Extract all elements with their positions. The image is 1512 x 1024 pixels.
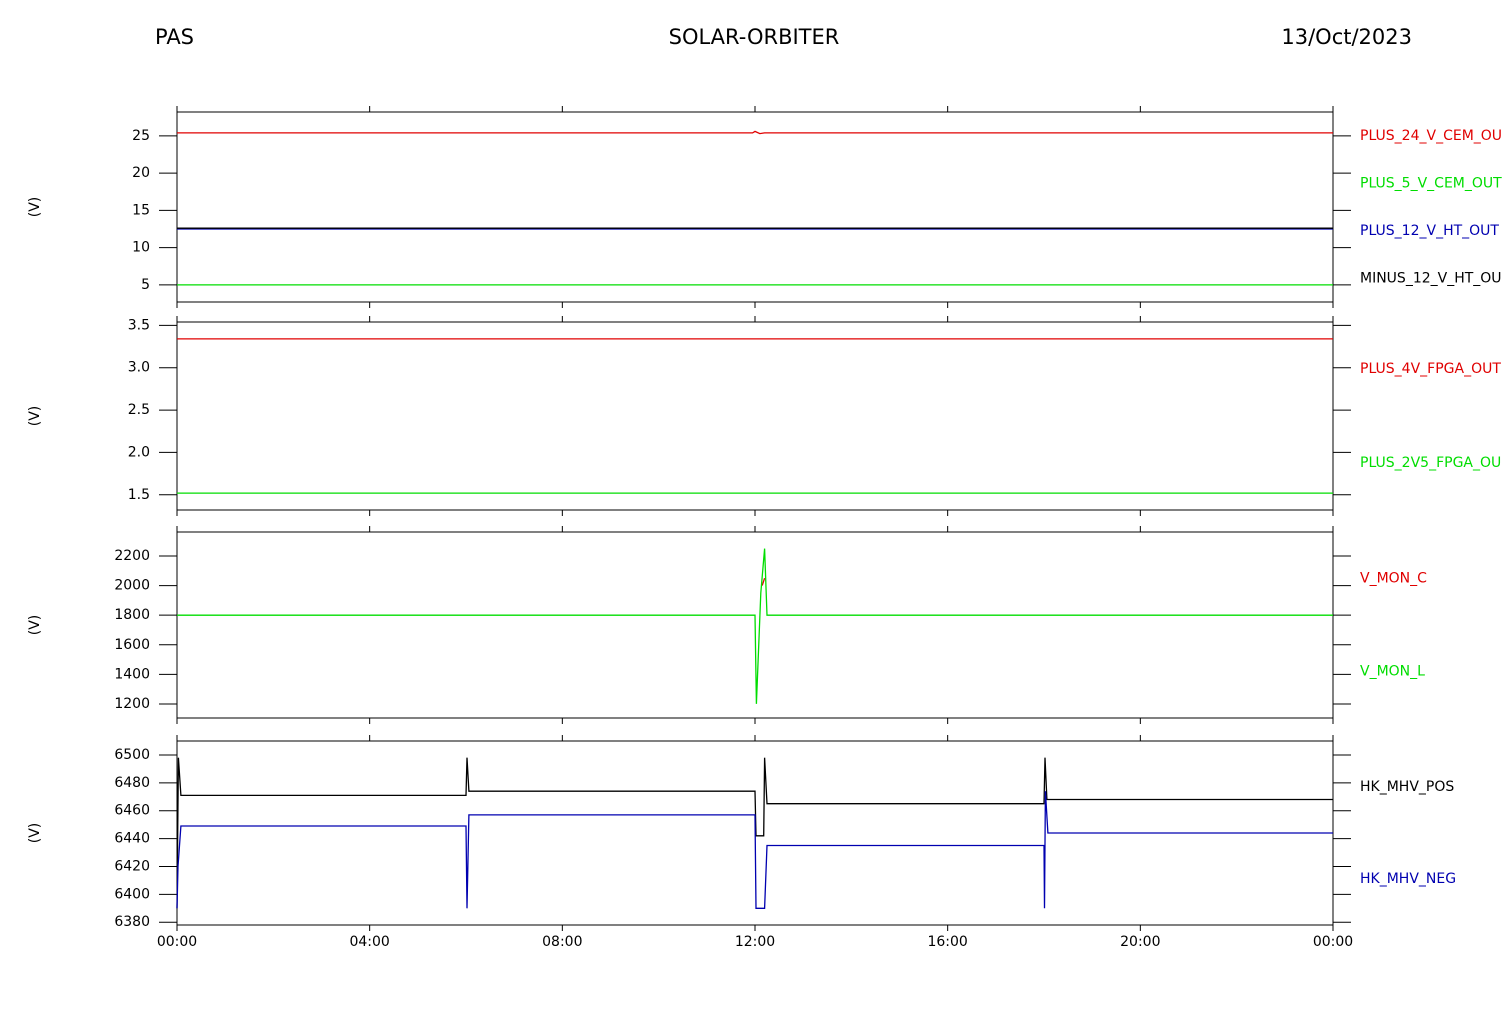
y-tick-label: 2.5 xyxy=(128,402,150,418)
y-axis-label: (V) xyxy=(27,197,43,218)
y-tick-label: 1.5 xyxy=(128,487,150,503)
x-tick-label: 08:00 xyxy=(542,934,582,950)
x-tick-label: 00:00 xyxy=(157,934,197,950)
y-tick-label: 15 xyxy=(132,202,150,218)
y-tick-label: 20 xyxy=(132,165,150,181)
y-tick-label: 10 xyxy=(132,240,150,256)
y-tick-label: 2200 xyxy=(114,548,150,564)
legend-label: V_MON_L xyxy=(1360,664,1425,680)
y-tick-label: 6500 xyxy=(114,747,150,763)
y-tick-label: 6480 xyxy=(114,775,150,791)
x-tick-label: 16:00 xyxy=(927,934,967,950)
series-line xyxy=(177,130,1333,135)
y-tick-label: 1400 xyxy=(114,666,150,682)
y-tick-label: 1200 xyxy=(114,696,150,712)
x-tick-label: 04:00 xyxy=(349,934,389,950)
legend-label: PLUS_12_V_HT_OUT xyxy=(1360,223,1499,239)
legend-label: PLUS_24_V_CEM_OU xyxy=(1360,128,1502,144)
plot-frame xyxy=(176,321,1334,511)
y-tick-label: 25 xyxy=(132,128,150,144)
y-tick-label: 3.5 xyxy=(128,317,150,333)
y-tick-label: 1800 xyxy=(114,607,150,623)
y-axis-label: (V) xyxy=(27,406,43,427)
y-tick-label: 6420 xyxy=(114,858,150,874)
series-line xyxy=(177,548,1333,704)
x-tick-label: 20:00 xyxy=(1120,934,1160,950)
legend-label: MINUS_12_V_HT_OU xyxy=(1360,270,1502,286)
legend-label: HK_MHV_NEG xyxy=(1360,871,1456,887)
y-tick-label: 5 xyxy=(141,277,150,293)
y-tick-label: 2.0 xyxy=(128,444,150,460)
legend-label: HK_MHV_POS xyxy=(1360,779,1454,795)
legend-label: PLUS_5_V_CEM_OUT xyxy=(1360,175,1502,191)
series-line xyxy=(761,577,766,586)
x-tick-label: 12:00 xyxy=(735,934,775,950)
y-axis-label: (V) xyxy=(27,823,43,844)
legend-label: V_MON_C xyxy=(1360,571,1427,587)
legend-label: PLUS_2V5_FPGA_OU xyxy=(1360,455,1501,471)
y-axis-label: (V) xyxy=(27,615,43,636)
series-line xyxy=(176,791,1333,909)
header-left: PAS xyxy=(155,25,194,49)
y-tick-label: 6380 xyxy=(114,914,150,930)
series-line xyxy=(176,757,1333,909)
header-date: 13/Oct/2023 xyxy=(1281,25,1412,49)
y-tick-label: 6460 xyxy=(114,803,150,819)
y-tick-label: 6440 xyxy=(114,831,150,847)
y-tick-label: 3.0 xyxy=(128,360,150,376)
y-tick-label: 1600 xyxy=(114,637,150,653)
x-tick-label: 00:00 xyxy=(1313,934,1353,950)
header-title: SOLAR-ORBITER xyxy=(669,25,840,49)
legend-label: PLUS_4V_FPGA_OUT xyxy=(1360,361,1501,377)
y-tick-label: 6400 xyxy=(114,886,150,902)
y-tick-label: 2000 xyxy=(114,578,150,594)
plot-frame xyxy=(176,111,1334,303)
